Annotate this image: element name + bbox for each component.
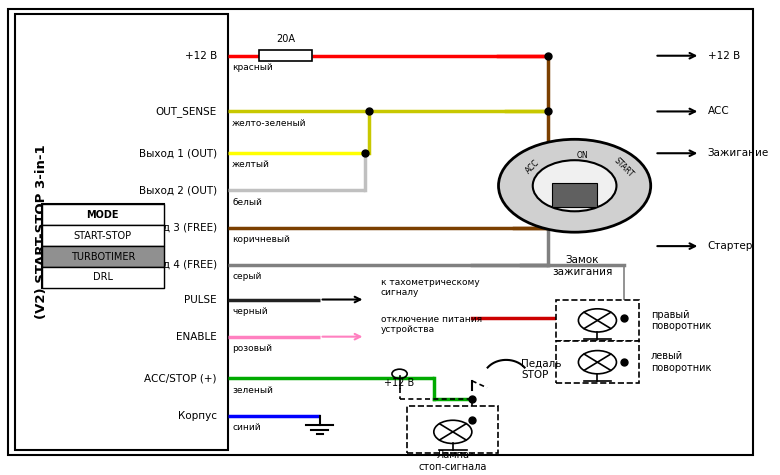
Text: Выход 3 (FREE): Выход 3 (FREE)	[135, 223, 217, 233]
Text: отключение питания
устройства: отключение питания устройства	[381, 315, 482, 334]
Text: +12 В: +12 В	[385, 378, 415, 388]
Text: Зажигание: Зажигание	[707, 148, 769, 158]
Text: Корпус: Корпус	[178, 410, 217, 421]
Text: +12 В: +12 В	[185, 51, 217, 61]
Circle shape	[498, 139, 651, 232]
Text: ENABLE: ENABLE	[176, 332, 217, 342]
Text: Замок
зажигания: Замок зажигания	[552, 256, 612, 277]
Text: START: START	[612, 156, 636, 179]
Text: черный: черный	[232, 307, 268, 315]
Text: коричневый: коричневый	[232, 235, 290, 244]
Text: OUT_SENSE: OUT_SENSE	[156, 106, 217, 117]
Text: Выход 2 (OUT): Выход 2 (OUT)	[139, 185, 217, 195]
Text: белый: белый	[232, 198, 262, 207]
Text: MODE: MODE	[87, 210, 119, 220]
Text: 20А: 20А	[276, 34, 295, 44]
Text: START-STOP: START-STOP	[73, 231, 132, 241]
Text: Лампа
стоп-сигнала: Лампа стоп-сигнала	[419, 450, 487, 472]
Text: зеленый: зеленый	[232, 386, 273, 395]
Text: левый
поворотник: левый поворотник	[651, 352, 711, 373]
Bar	[42, 246, 164, 267]
Bar	[42, 267, 164, 288]
Text: DRL: DRL	[93, 273, 113, 283]
Text: PULSE: PULSE	[184, 294, 217, 304]
Text: желто-зеленый: желто-зеленый	[232, 119, 307, 128]
Bar	[42, 204, 164, 288]
Text: ON: ON	[576, 151, 588, 160]
Text: ACC: ACC	[524, 159, 541, 176]
Text: Педаль
STOP: Педаль STOP	[521, 358, 562, 380]
Text: ACC/STOP (+): ACC/STOP (+)	[144, 373, 217, 383]
Text: Выход 4 (FREE): Выход 4 (FREE)	[135, 260, 217, 270]
Text: Стартер: Стартер	[707, 241, 753, 251]
Text: розовый: розовый	[232, 344, 272, 353]
Bar	[259, 50, 312, 61]
Text: серый: серый	[232, 272, 261, 281]
Text: желтый: желтый	[232, 161, 270, 170]
Bar	[42, 225, 164, 246]
Text: к тахометрическому
сигналу: к тахометрическому сигналу	[381, 278, 479, 297]
Text: +12 В: +12 В	[707, 51, 740, 61]
Text: Выход 1 (OUT): Выход 1 (OUT)	[139, 148, 217, 158]
Bar	[16, 14, 229, 450]
Bar	[42, 204, 164, 225]
FancyBboxPatch shape	[555, 342, 640, 383]
Text: красный: красный	[232, 63, 273, 72]
Text: синий: синий	[232, 423, 261, 432]
FancyBboxPatch shape	[555, 300, 640, 342]
Text: (V2) START-STOP 3-in-1: (V2) START-STOP 3-in-1	[35, 145, 48, 320]
FancyBboxPatch shape	[8, 10, 753, 455]
Text: правый
поворотник: правый поворотник	[651, 310, 711, 331]
Bar	[551, 183, 597, 207]
Circle shape	[533, 160, 616, 211]
Text: ACC: ACC	[707, 106, 729, 116]
Text: TURBOTIMER: TURBOTIMER	[70, 252, 135, 262]
FancyBboxPatch shape	[407, 406, 498, 453]
